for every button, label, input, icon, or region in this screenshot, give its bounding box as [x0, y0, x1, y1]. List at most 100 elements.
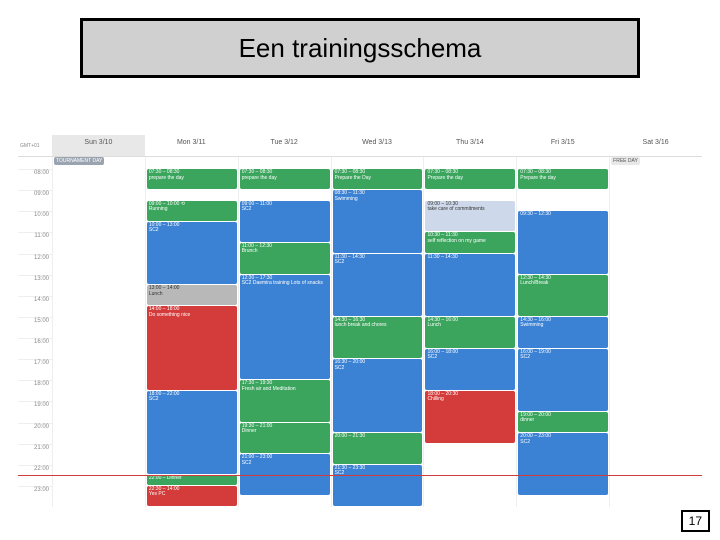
event-label: SC2 — [149, 228, 235, 234]
calendar-event[interactable]: 16:30 – 20:00SC2 — [333, 359, 423, 432]
calendar-event[interactable]: 16:00 – 18:00SC2 — [425, 349, 515, 390]
all-day-cell — [238, 157, 331, 169]
calendar-event[interactable]: 07:30 – 08:30Prepare the day — [518, 169, 608, 189]
calendar-event[interactable]: 09:30 – 12:30 — [518, 211, 608, 273]
page-number: 17 — [681, 510, 710, 532]
event-time: 22:00 – Dinner — [149, 476, 235, 482]
all-day-cell — [516, 157, 609, 169]
calendar-event[interactable]: 10:00 – 13:00SC2 — [147, 222, 237, 284]
calendar-event[interactable]: 14:30 – 16:30lunch break and chores — [333, 317, 423, 358]
calendar-event[interactable]: 07:30 – 08:30Prepare the Day — [333, 169, 423, 189]
time-column: 08:0009:0010:0011:0012:0013:0014:0015:00… — [18, 169, 52, 507]
calendar-event[interactable]: 17:30 – 19:30Fresh air and Meditation — [240, 380, 330, 421]
event-label: SC2 — [242, 207, 328, 213]
hour-label: 13:00 — [18, 275, 52, 296]
calendar-event[interactable]: 18:00 – 22:00SC2 — [147, 391, 237, 475]
all-day-cell — [145, 157, 238, 169]
calendar-event[interactable]: 07:30 – 08:30prepare the day — [240, 169, 330, 189]
page-title: Een trainingsschema — [239, 33, 482, 64]
event-time: 09:30 – 12:30 — [520, 212, 606, 218]
calendar-event[interactable]: 12:30 – 17:30SC2 Daemira training Lots o… — [240, 275, 330, 380]
event-label: Swimming — [520, 323, 606, 329]
calendar-widget: GMT+01 Sun 3/10Mon 3/11Tue 3/12Wed 3/13T… — [18, 135, 702, 495]
day-header[interactable]: Mon 3/11 — [145, 135, 238, 156]
day-header[interactable]: Tue 3/12 — [238, 135, 331, 156]
calendar-event[interactable]: 09:00 – 10:30take care of commitments — [425, 201, 515, 232]
all-day-cell — [423, 157, 516, 169]
event-label: Prepare the day — [427, 176, 513, 182]
day-header[interactable]: Sat 3/16 — [609, 135, 702, 156]
hour-label: 21:00 — [18, 444, 52, 465]
calendar-event[interactable]: 22:30 – 14:00Yes PC — [147, 486, 237, 506]
event-label: Lunch/Break — [520, 281, 606, 287]
calendar-event[interactable]: 20:00 – 23:00SC2 — [518, 433, 608, 495]
calendar-event[interactable]: 07:30 – 08:30prepare the day — [147, 169, 237, 189]
event-label: Yes PC — [149, 492, 235, 498]
hour-label: 09:00 — [18, 190, 52, 211]
calendar-event[interactable]: 08:30 – 11:30Swimming — [333, 190, 423, 252]
calendar-event[interactable]: 12:30 – 14:30Lunch/Break — [518, 275, 608, 316]
hour-label: 14:00 — [18, 296, 52, 317]
calendar-event[interactable]: 09:00 – 11:00SC2 — [240, 201, 330, 242]
day-column: 07:30 – 08:30Prepare the Day08:30 – 11:3… — [331, 169, 424, 507]
calendar-event[interactable]: 07:30 – 08:30Prepare the day — [425, 169, 515, 189]
calendar-body: 08:0009:0010:0011:0012:0013:0014:0015:00… — [18, 169, 702, 507]
event-label: lunch break and chores — [335, 323, 421, 329]
event-label: Prepare the Day — [335, 176, 421, 182]
calendar-event[interactable]: 16:00 – 19:00SC2 — [518, 349, 608, 411]
calendar-event[interactable]: 13:00 – 14:00Lunch — [147, 285, 237, 305]
event-label: SC2 — [149, 397, 235, 403]
hour-label: 20:00 — [18, 423, 52, 444]
event-label: take care of commitments — [427, 207, 513, 213]
timezone-label: GMT+01 — [18, 135, 52, 156]
hour-label: 12:00 — [18, 254, 52, 275]
calendar-event[interactable]: 21:30 – 23:30SC2 — [333, 465, 423, 506]
event-label: SC2 — [520, 440, 606, 446]
hour-label: 10:00 — [18, 211, 52, 232]
all-day-badge[interactable]: TOURNAMENT DAY — [54, 157, 104, 165]
day-column: 07:30 – 08:30prepare the day 09:00 – 11:0… — [238, 169, 331, 507]
calendar-event[interactable]: 11:30 – 14:30 — [425, 254, 515, 316]
calendar-event[interactable]: 09:00 – 10:00 ⟲Running — [147, 201, 237, 221]
day-header[interactable]: Thu 3/14 — [423, 135, 516, 156]
calendar-event[interactable]: 19:00 – 20:00dinner — [518, 412, 608, 432]
event-label: Brunch — [242, 249, 328, 255]
calendar-event[interactable]: 14:30 – 16:00Swimming — [518, 317, 608, 348]
event-label: Do something nice — [149, 313, 235, 319]
event-label: SC2 Daemira training Lots of snacks — [242, 281, 328, 287]
calendar-event[interactable]: 22:00 – Dinner — [147, 475, 237, 485]
event-label: SC2 — [520, 355, 606, 361]
hour-label: 19:00 — [18, 401, 52, 422]
all-day-cell: FREE DAY — [609, 157, 702, 169]
event-label: Lunch — [427, 323, 513, 329]
calendar-event[interactable]: 18:00 – 20:30Chilling — [425, 391, 515, 443]
day-column: 07:30 – 08:30Prepare the day 09:00 – 10:3… — [423, 169, 516, 507]
event-label: prepare the day — [242, 176, 328, 182]
day-header[interactable]: Sun 3/10 — [52, 135, 145, 156]
event-label: Lunch — [149, 292, 235, 298]
calendar-event[interactable]: 19:30 – 21:00Dinner — [240, 423, 330, 454]
hour-label: 18:00 — [18, 380, 52, 401]
day-column — [52, 169, 145, 507]
all-day-row: TOURNAMENT DAY FREE DAY — [18, 157, 702, 169]
all-day-cell — [331, 157, 424, 169]
event-label: self reflection on my game — [427, 239, 513, 245]
day-header[interactable]: Fri 3/15 — [516, 135, 609, 156]
day-header[interactable]: Wed 3/13 — [331, 135, 424, 156]
event-label: Fresh air and Meditation — [242, 387, 328, 393]
day-column: 07:30 – 08:30Prepare the day 09:30 – 12:3… — [516, 169, 609, 507]
calendar-event[interactable]: 14:30 – 16:00Lunch — [425, 317, 515, 348]
calendar-event[interactable]: 11:30 – 14:30SC2 — [333, 254, 423, 316]
calendar-event[interactable]: 10:30 – 11:30self reflection on my game — [425, 232, 515, 252]
hour-label: 16:00 — [18, 338, 52, 359]
event-label: prepare the day — [149, 176, 235, 182]
all-day-cell: TOURNAMENT DAY — [52, 157, 145, 169]
event-label: Running — [149, 207, 235, 213]
all-day-badge[interactable]: FREE DAY — [611, 157, 640, 165]
calendar-event[interactable]: 11:00 – 12:30Brunch — [240, 243, 330, 274]
calendar-event[interactable]: 14:00 – 18:00Do something nice — [147, 306, 237, 390]
event-label: dinner — [520, 418, 606, 424]
event-label: SC2 — [335, 260, 421, 266]
event-label: Dinner — [242, 429, 328, 435]
calendar-event[interactable]: 20:00 – 21:30 — [333, 433, 423, 464]
